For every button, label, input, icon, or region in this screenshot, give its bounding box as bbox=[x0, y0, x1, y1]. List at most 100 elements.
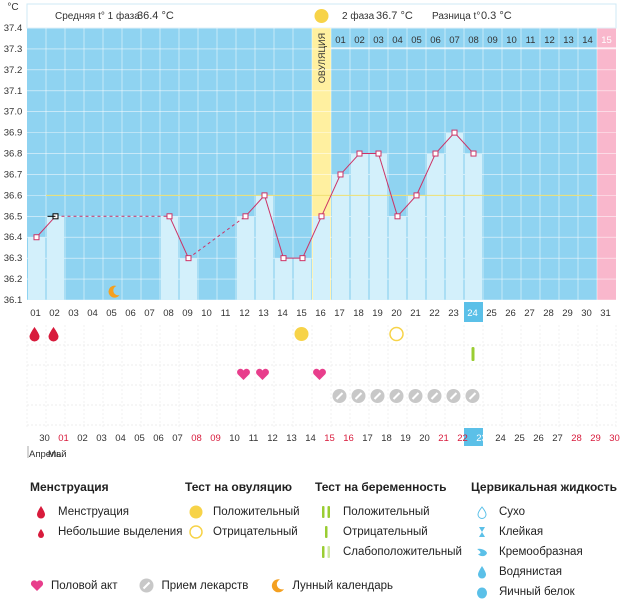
legend-label: Кремообразная bbox=[499, 546, 583, 558]
cycle-day-label: 07 bbox=[144, 308, 155, 319]
cycle-day-label: 13 bbox=[258, 308, 269, 319]
heart-icon bbox=[313, 368, 326, 380]
calendar-day-label: 13 bbox=[286, 433, 297, 444]
cycle-day-label: 21 bbox=[410, 308, 421, 319]
cycle-day-label: 10 bbox=[201, 308, 212, 319]
temperature-bar bbox=[275, 258, 292, 300]
legend-item: Отрицательный bbox=[185, 522, 300, 542]
calendar-day-label: 12 bbox=[267, 433, 278, 444]
temperature-bar bbox=[47, 216, 64, 300]
legend-label: Сухо bbox=[499, 506, 526, 518]
calendar-day-label: 27 bbox=[552, 433, 563, 444]
y-tick-label: 36.3 bbox=[4, 253, 23, 264]
y-tick-label: 37.4 bbox=[4, 23, 23, 34]
dry-icon bbox=[471, 505, 493, 519]
phase2-day-label: 13 bbox=[563, 35, 574, 46]
legend-label: Небольшие выделения bbox=[58, 526, 183, 538]
calendar-day-label: 25 bbox=[514, 433, 525, 444]
cycle-day-label: 22 bbox=[429, 308, 440, 319]
heart-icon bbox=[237, 368, 250, 380]
phase2-day-label: 06 bbox=[430, 35, 441, 46]
legend-label: Слабоположительный bbox=[343, 546, 462, 558]
legend-pregnancy-test: Тест на беременность Положительный Отриц… bbox=[315, 480, 462, 562]
cycle-day-label: 12 bbox=[239, 308, 250, 319]
cycle-day-label: 09 bbox=[182, 308, 193, 319]
ovulation-label: ОВУЛЯЦИЯ bbox=[317, 33, 327, 83]
temperature-point bbox=[356, 150, 363, 157]
pill-icon-stripe bbox=[354, 392, 363, 400]
temperature-point bbox=[318, 213, 325, 220]
temperature-line-segment bbox=[245, 195, 265, 217]
y-tick-label: 36.6 bbox=[4, 190, 23, 201]
calendar-day-label: 02 bbox=[77, 433, 88, 444]
temperature-point bbox=[451, 129, 458, 136]
temperature-line-segment bbox=[416, 153, 436, 196]
ovulation-sun-icon bbox=[314, 9, 329, 23]
temperature-line-segment bbox=[321, 174, 341, 217]
legend-label: Отрицательный bbox=[343, 526, 428, 538]
menstruation-drop-icon bbox=[48, 327, 59, 342]
legend-item: Прием лекарств bbox=[139, 578, 248, 593]
temperature-point bbox=[394, 213, 401, 220]
cycle-day-label: 28 bbox=[543, 308, 554, 319]
pill-icon-stripe bbox=[468, 392, 477, 400]
small-drop-icon bbox=[30, 525, 52, 539]
calendar-day-label: 23 bbox=[476, 433, 487, 444]
temperature-bar bbox=[389, 216, 406, 300]
calendar-day-label: 11 bbox=[249, 433, 259, 444]
legend-item: Кремообразная bbox=[471, 542, 617, 562]
ovulation-test-negative-icon bbox=[389, 326, 404, 342]
legend-label: Клейкая bbox=[499, 526, 544, 538]
cycle-day-label: 02 bbox=[49, 308, 60, 319]
calendar-day-label: 29 bbox=[590, 433, 601, 444]
calendar-day-label: 26 bbox=[533, 433, 544, 444]
circle-outline-icon bbox=[185, 524, 207, 540]
cycle-day-label: 17 bbox=[334, 308, 345, 319]
legend-item: Сухо bbox=[471, 502, 617, 522]
temperature-point bbox=[413, 192, 420, 199]
legend-ovulation-test: Тест на овуляцию Положительный Отрицател… bbox=[185, 480, 300, 542]
legend-label: Положительный bbox=[343, 506, 430, 518]
temperature-point bbox=[166, 213, 173, 220]
temperature-bar bbox=[256, 195, 273, 300]
temperature-point bbox=[432, 150, 439, 157]
cycle-day-label: 23 bbox=[448, 308, 459, 319]
calendar-day-label: 28 bbox=[571, 433, 582, 444]
temperature-point bbox=[299, 255, 306, 262]
temperature-line-segment bbox=[36, 215, 56, 238]
cycle-day-label: 18 bbox=[353, 308, 364, 319]
temperature-bar bbox=[180, 258, 197, 300]
cycle-day-label: 27 bbox=[524, 308, 535, 319]
temperature-bar bbox=[28, 237, 45, 300]
pill-icon-stripe bbox=[449, 392, 458, 400]
legend-item: Отрицательный bbox=[315, 522, 462, 542]
calendar-day-label: 07 bbox=[172, 433, 183, 444]
phase2-day-label: 14 bbox=[582, 35, 593, 46]
heart-icon bbox=[30, 579, 44, 592]
heart-icon bbox=[256, 368, 269, 380]
temperature-point bbox=[470, 150, 477, 157]
calendar-day-label: 05 bbox=[134, 433, 145, 444]
cycle-day-label: 26 bbox=[505, 308, 516, 319]
legend-item: Половой акт bbox=[30, 579, 117, 592]
phase2-label: 2 фаза bbox=[342, 10, 375, 22]
legend-bottom: Половой акт Прием лекарств Лунный календ… bbox=[30, 578, 415, 593]
calendar-day-label: 03 bbox=[96, 433, 107, 444]
legend-item: Лунный календарь bbox=[270, 578, 393, 593]
legend-label: Водянистая bbox=[499, 566, 563, 578]
legend-pregnancy-title: Тест на беременность bbox=[315, 480, 447, 494]
temperature-line-segment bbox=[397, 195, 417, 217]
y-tick-label: 36.9 bbox=[4, 128, 23, 139]
y-tick-label: 36.8 bbox=[4, 149, 23, 160]
phase2-day-label: 12 bbox=[544, 35, 555, 46]
phase2-day-label: 04 bbox=[392, 35, 403, 46]
pill-icon bbox=[139, 578, 154, 593]
cycle-day-label: 01 bbox=[30, 308, 41, 319]
legend-label: Прием лекарств bbox=[161, 579, 249, 592]
phase2-value: 36.7 °C bbox=[376, 10, 413, 22]
phase2-day-label: 07 bbox=[449, 35, 460, 46]
menstruation-drop-icon bbox=[29, 327, 40, 342]
calendar-day-label: 17 bbox=[362, 433, 373, 444]
current-day-column bbox=[464, 324, 483, 428]
